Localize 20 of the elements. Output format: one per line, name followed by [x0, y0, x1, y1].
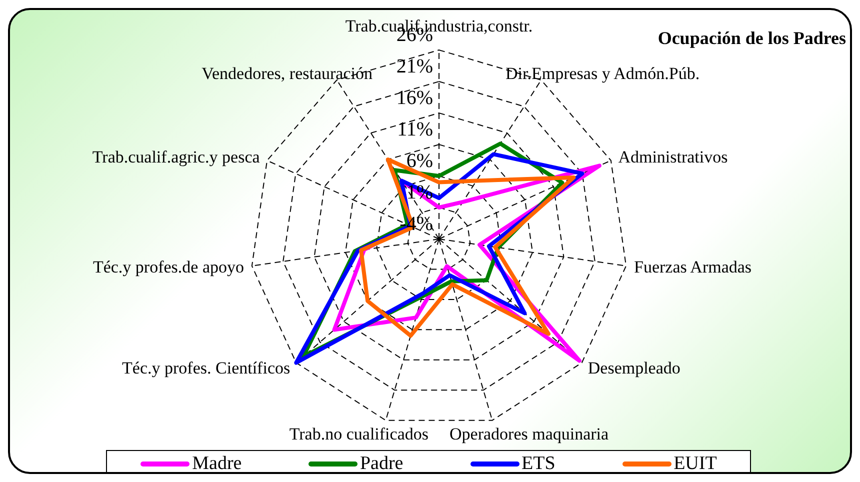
y-tick-label: 6% — [406, 150, 433, 172]
spoke-label: Desempleado — [588, 358, 680, 378]
spoke-label: Téc.y profes. Científicos — [122, 358, 290, 378]
text: Ocupación de los Padres — [658, 28, 846, 49]
spoke-label: Trab.no cualificados — [289, 424, 428, 444]
y-tick-label: 11% — [397, 118, 433, 140]
spoke-label: Trab.cualif.agric.y pesca — [92, 148, 260, 167]
spoke-label: Téc.y profes.de apoyo — [92, 258, 244, 277]
legend-label: Madre — [192, 453, 242, 474]
y-tick-label: 21% — [396, 56, 433, 78]
spoke-label: Operadores maquinaria — [450, 424, 610, 444]
y-tick-label: 16% — [396, 87, 433, 109]
legend-label: EUIT — [674, 453, 717, 474]
spoke-label: Fuerzas Armadas — [634, 258, 752, 277]
legend-label: Padre — [360, 453, 404, 474]
spoke-label: Dir.Empresas y Admón.Púb. — [506, 64, 700, 83]
spoke-label: Administrativos — [618, 148, 728, 167]
y-tick-label: 1% — [406, 182, 433, 204]
legend-label: ETS — [522, 453, 556, 474]
spoke-label: Vendedores, restauración — [202, 64, 373, 83]
